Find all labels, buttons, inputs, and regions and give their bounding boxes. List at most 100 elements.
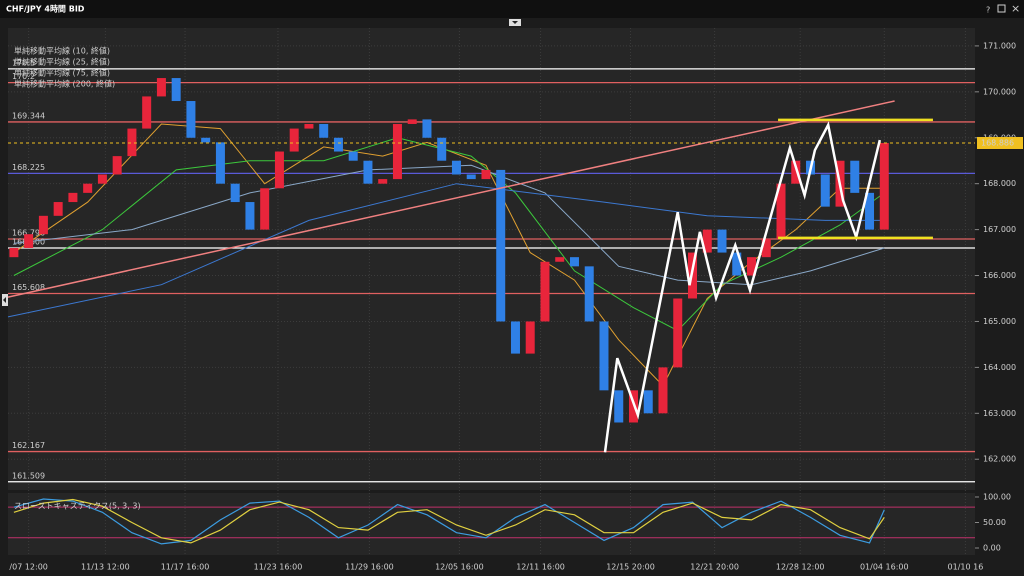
y-tick-label: 166.000: [983, 271, 1016, 280]
candle: [510, 321, 520, 354]
trend-line: [7, 100, 895, 298]
y-tick-label: 167.000: [983, 225, 1016, 234]
candle: [451, 160, 461, 175]
candle: [127, 128, 137, 157]
legend-entry: 単純移動平均線 (10, 終値): [14, 46, 110, 56]
stochastic-title: スローストキャスティクス(5, 3, 3): [14, 502, 141, 511]
candle: [348, 151, 358, 161]
last-price-tag: [977, 136, 1023, 149]
candle: [496, 169, 506, 322]
stochastic-line: [13, 498, 885, 544]
moving-average: [7, 183, 885, 318]
candle: [732, 252, 742, 276]
x-tick-label: 12/28 12:00: [776, 563, 825, 572]
x-tick-label: 11/13 12:00: [81, 563, 130, 572]
level-label: 162.167: [12, 441, 45, 450]
candle: [614, 390, 624, 423]
candle: [363, 160, 373, 184]
candle: [24, 234, 34, 248]
y-tick-label: 50.00: [983, 518, 1006, 527]
x-tick-label: 12/21 20:00: [690, 563, 739, 572]
x-tick-label: 01/10 16: [948, 563, 984, 572]
candle: [260, 188, 270, 230]
candle: [525, 321, 535, 354]
candle: [643, 390, 653, 414]
candle: [304, 123, 314, 129]
x-tick-label: 12/05 16:00: [435, 563, 484, 572]
legend-entry: 単純移動平均線 (75, 終値): [14, 68, 110, 78]
candle: [717, 229, 727, 253]
candle: [540, 261, 550, 322]
candle: [761, 238, 771, 258]
side-icon: [3, 297, 6, 303]
candle: [658, 367, 668, 414]
y-tick-label: 100.00: [983, 492, 1011, 501]
legend-entry: 単純移動平均線 (200, 終値): [14, 79, 115, 89]
candle: [156, 78, 166, 97]
y-tick-label: 0.00: [983, 544, 1001, 553]
title-bar: [0, 0, 1024, 18]
level-label: 168.225: [12, 163, 45, 172]
candle: [702, 229, 712, 253]
x-tick-label: 01/04 16:00: [860, 563, 909, 572]
x-tick-label: 12/11 16:00: [516, 563, 565, 572]
y-tick-label: 165.000: [983, 317, 1016, 326]
candle: [274, 151, 284, 189]
maximize-button[interactable]: [997, 4, 1006, 13]
candle: [9, 247, 19, 258]
candle: [747, 257, 757, 276]
candle: [466, 174, 476, 180]
candle: [879, 142, 889, 230]
candle: [437, 137, 447, 161]
level-label: 166.796: [12, 228, 45, 237]
candle: [378, 179, 388, 184]
candle: [865, 192, 875, 230]
x-tick-label: 11/23 16:00: [254, 563, 303, 572]
candle: [186, 101, 196, 138]
candle: [142, 96, 152, 129]
candle: [584, 266, 594, 322]
candle: [319, 123, 329, 138]
candle: [38, 215, 48, 235]
help-button[interactable]: ?: [986, 6, 990, 15]
level-label: 169.344: [12, 111, 45, 120]
candle: [555, 257, 565, 262]
candle: [201, 137, 211, 143]
moving-average: [13, 137, 885, 332]
close-button[interactable]: ×: [1011, 2, 1020, 15]
candle: [333, 137, 343, 152]
stochastic-area: [8, 493, 975, 555]
window-title: CHF/JPY 4時間 BID: [6, 4, 85, 14]
y-tick-label: 168.000: [983, 179, 1016, 188]
price-axis: [975, 28, 1024, 555]
candle: [230, 183, 240, 203]
candle: [791, 160, 801, 184]
legend-entry: 単純移動平均線 (25, 終値): [14, 57, 110, 67]
x-tick-label: 11/29 16:00: [345, 563, 394, 572]
y-tick-label: 163.000: [983, 409, 1016, 418]
y-tick-label: 170.000: [983, 87, 1016, 96]
level-label: 170.2: [12, 72, 35, 81]
level-label: 165.608: [12, 283, 45, 292]
candle: [776, 183, 786, 239]
candle: [422, 119, 432, 138]
plot-area: [8, 28, 975, 490]
zigzag-drawing: [603, 121, 882, 453]
last-price-label: 168.886: [981, 138, 1014, 147]
candle: [820, 174, 830, 207]
candle: [171, 78, 181, 102]
level-label: 161.509: [12, 471, 45, 480]
candle: [392, 123, 402, 180]
candle: [481, 169, 491, 180]
candle: [112, 156, 122, 175]
y-tick-label: 164.000: [983, 363, 1016, 372]
candle: [850, 160, 860, 193]
moving-average: [13, 164, 885, 286]
candle: [673, 298, 683, 368]
candle: [245, 202, 255, 230]
y-tick-label: 171.000: [983, 41, 1016, 50]
candle: [97, 174, 107, 184]
candle: [407, 119, 417, 124]
candle: [83, 183, 93, 193]
